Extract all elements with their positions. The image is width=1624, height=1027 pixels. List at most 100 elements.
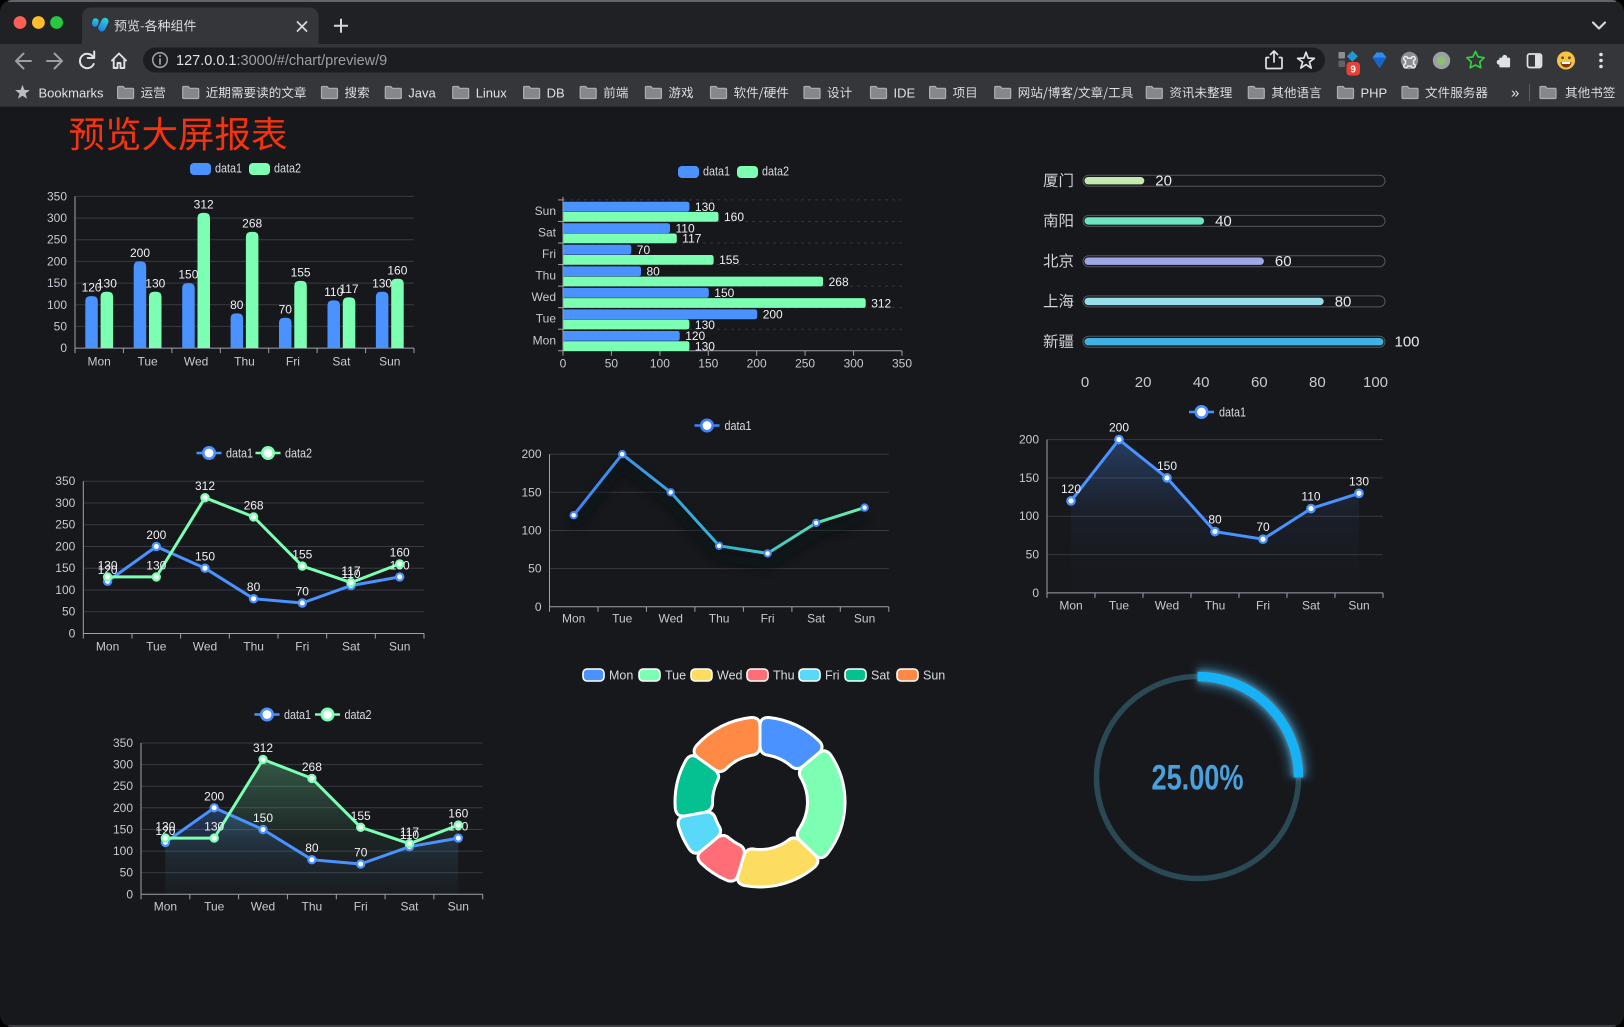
svg-text:250: 250 [795, 357, 815, 371]
svg-text:data1: data1 [1219, 406, 1246, 420]
svg-text:Sun: Sun [389, 640, 410, 654]
svg-text:155: 155 [719, 253, 739, 267]
svg-text:200: 200 [747, 357, 767, 371]
svg-text:110: 110 [324, 285, 343, 299]
svg-text:data2: data2 [762, 165, 789, 179]
svg-text:100: 100 [47, 298, 67, 312]
svg-text:155: 155 [292, 548, 312, 562]
svg-text:Bookmarks: Bookmarks [39, 85, 105, 100]
svg-text:127.0.0.1:3000/#/chart/preview: 127.0.0.1:3000/#/chart/preview/9 [176, 53, 387, 69]
svg-text:268: 268 [302, 760, 322, 774]
svg-text:117: 117 [339, 282, 358, 296]
svg-text:DB: DB [547, 85, 565, 100]
svg-text:Sat: Sat [807, 612, 826, 626]
svg-text:Fri: Fri [295, 640, 309, 654]
svg-text:120: 120 [82, 281, 102, 295]
svg-text:Wed: Wed [717, 669, 743, 683]
svg-text:Sat: Sat [538, 226, 557, 240]
svg-text:80: 80 [647, 265, 661, 279]
svg-text:Tue: Tue [1109, 599, 1130, 613]
svg-text:Thu: Thu [535, 269, 556, 283]
svg-text:150: 150 [253, 811, 273, 825]
svg-text:200: 200 [204, 789, 224, 803]
svg-text:110: 110 [341, 567, 360, 581]
svg-text:0: 0 [69, 627, 76, 641]
svg-text:60: 60 [1275, 253, 1292, 270]
svg-text:150: 150 [714, 286, 734, 300]
svg-text:120: 120 [155, 824, 175, 838]
svg-text:155: 155 [351, 809, 371, 823]
svg-text:70: 70 [296, 585, 310, 599]
svg-text:350: 350 [47, 189, 67, 203]
svg-text:60: 60 [1251, 374, 1268, 391]
svg-text:data1: data1 [226, 447, 253, 461]
svg-text:300: 300 [113, 758, 133, 772]
svg-text:250: 250 [47, 233, 67, 247]
svg-text:Tue: Tue [612, 612, 633, 626]
svg-text:100: 100 [1019, 509, 1039, 523]
svg-text:0: 0 [126, 887, 133, 901]
svg-text:data2: data2 [274, 162, 301, 176]
svg-text:130: 130 [145, 276, 165, 290]
svg-text:Sat: Sat [400, 900, 419, 914]
svg-text:Mon: Mon [562, 612, 585, 626]
svg-text:40: 40 [1193, 374, 1210, 391]
svg-text:Tue: Tue [665, 669, 686, 683]
svg-text:Wed: Wed [1155, 599, 1179, 613]
svg-text:200: 200 [763, 308, 783, 322]
svg-text:Wed: Wed [184, 355, 208, 369]
svg-text:0: 0 [560, 357, 567, 371]
svg-text:Tue: Tue [536, 312, 557, 326]
svg-text:200: 200 [1019, 433, 1039, 447]
svg-text:155: 155 [291, 265, 311, 279]
svg-text:25.00%: 25.00% [1152, 759, 1244, 798]
svg-text:150: 150 [55, 561, 75, 575]
svg-text:80: 80 [1208, 513, 1222, 527]
svg-text:Tue: Tue [146, 640, 167, 654]
svg-text:»: » [1511, 85, 1519, 102]
svg-text:50: 50 [528, 562, 542, 576]
svg-text:Tue: Tue [137, 355, 158, 369]
svg-text:117: 117 [341, 564, 360, 578]
svg-text:200: 200 [113, 801, 133, 815]
svg-text:0: 0 [1081, 374, 1089, 391]
svg-text:350: 350 [113, 736, 133, 750]
svg-text:Mon: Mon [88, 355, 111, 369]
svg-text:0: 0 [1032, 586, 1039, 600]
svg-text:data1: data1 [215, 162, 242, 176]
svg-text:data1: data1 [284, 708, 311, 722]
svg-text:200: 200 [1109, 421, 1129, 435]
svg-text:130: 130 [204, 820, 224, 834]
svg-text:Fri: Fri [825, 669, 840, 683]
svg-text:Sat: Sat [871, 669, 890, 683]
svg-text:Sun: Sun [535, 204, 556, 218]
svg-text:312: 312 [195, 479, 215, 493]
svg-text:Wed: Wed [193, 640, 217, 654]
svg-text:312: 312 [194, 197, 214, 211]
svg-text:Tue: Tue [204, 900, 225, 914]
svg-text:120: 120 [1061, 482, 1081, 496]
svg-text:0: 0 [60, 341, 67, 355]
svg-text:300: 300 [47, 211, 67, 225]
svg-text:150: 150 [178, 268, 198, 282]
svg-text:0: 0 [535, 600, 542, 614]
svg-text:200: 200 [55, 540, 75, 554]
svg-text:70: 70 [354, 846, 368, 860]
svg-text:80: 80 [230, 298, 244, 312]
svg-text:70: 70 [637, 243, 651, 257]
svg-text:Thu: Thu [234, 355, 255, 369]
svg-text:data1: data1 [725, 419, 752, 433]
svg-text:50: 50 [605, 357, 619, 371]
svg-text:IDE: IDE [894, 85, 916, 100]
svg-text:130: 130 [372, 276, 392, 290]
svg-text:Fri: Fri [761, 612, 775, 626]
svg-text:117: 117 [682, 232, 701, 246]
svg-text:80: 80 [247, 580, 261, 594]
svg-text:312: 312 [871, 296, 891, 310]
svg-text:160: 160 [387, 263, 407, 277]
svg-text:Sun: Sun [379, 355, 400, 369]
svg-text:Mon: Mon [154, 900, 177, 914]
svg-text:80: 80 [1309, 374, 1326, 391]
svg-text:50: 50 [120, 866, 134, 880]
svg-text:Fri: Fri [286, 355, 300, 369]
